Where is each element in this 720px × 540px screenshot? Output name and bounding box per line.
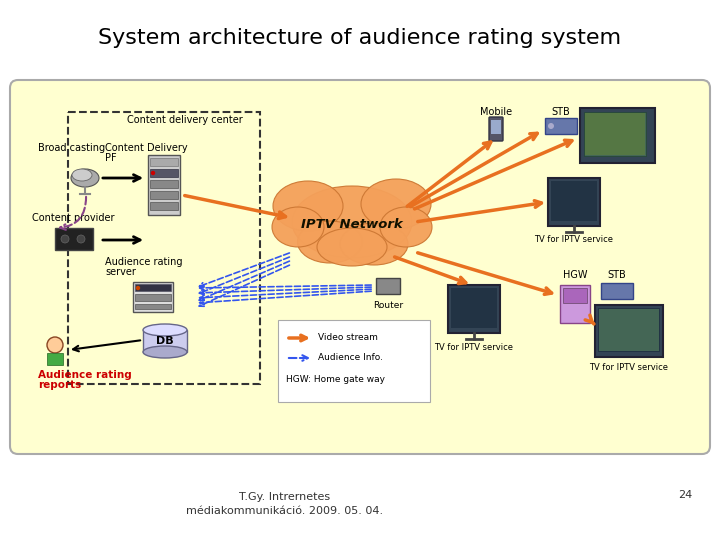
Text: reports: reports xyxy=(38,380,81,390)
Text: Audience Info.: Audience Info. xyxy=(318,354,383,362)
Ellipse shape xyxy=(340,223,408,265)
Bar xyxy=(150,202,178,210)
Text: Broad casting: Broad casting xyxy=(38,143,105,153)
Bar xyxy=(148,155,180,215)
Text: TV for IPTV service: TV for IPTV service xyxy=(434,342,513,352)
Ellipse shape xyxy=(361,179,431,229)
Ellipse shape xyxy=(72,169,92,181)
Bar xyxy=(585,113,645,155)
Bar xyxy=(47,353,63,365)
Bar xyxy=(563,288,587,303)
Bar xyxy=(451,288,497,328)
Circle shape xyxy=(61,235,69,243)
Ellipse shape xyxy=(273,181,343,231)
Bar xyxy=(551,181,597,221)
Ellipse shape xyxy=(143,324,187,336)
Bar xyxy=(143,330,187,352)
Text: IPTV Network: IPTV Network xyxy=(301,218,403,231)
Ellipse shape xyxy=(71,169,99,187)
Text: TV for IPTV service: TV for IPTV service xyxy=(534,235,613,245)
Bar xyxy=(560,285,590,323)
Circle shape xyxy=(47,337,63,353)
Circle shape xyxy=(77,235,85,243)
Bar xyxy=(448,285,500,333)
Text: Audience rating: Audience rating xyxy=(105,257,182,267)
Text: STB: STB xyxy=(552,107,570,117)
Text: Content Delivery: Content Delivery xyxy=(105,143,188,153)
Ellipse shape xyxy=(292,186,412,258)
Circle shape xyxy=(548,123,554,129)
Circle shape xyxy=(137,287,140,289)
Bar xyxy=(133,282,173,312)
Bar xyxy=(376,278,400,294)
Bar xyxy=(150,158,178,166)
Text: 24: 24 xyxy=(678,490,692,500)
Text: TV for IPTV service: TV for IPTV service xyxy=(590,362,668,372)
Bar xyxy=(491,120,501,134)
Text: Mobile: Mobile xyxy=(480,107,512,117)
Bar xyxy=(150,191,178,199)
Text: server: server xyxy=(105,267,136,277)
Text: PF: PF xyxy=(105,153,117,163)
Ellipse shape xyxy=(143,346,187,358)
Circle shape xyxy=(151,172,155,174)
Text: STB: STB xyxy=(608,270,626,280)
Text: T.Gy. Intrernetes
médiakommunikáció. 2009. 05. 04.: T.Gy. Intrernetes médiakommunikáció. 200… xyxy=(186,492,384,516)
Text: Video stream: Video stream xyxy=(318,334,378,342)
Bar xyxy=(55,228,93,250)
Bar xyxy=(135,284,171,291)
Text: Router: Router xyxy=(373,301,403,310)
Bar xyxy=(150,180,178,188)
Ellipse shape xyxy=(297,221,362,263)
Text: DB: DB xyxy=(156,336,174,346)
Bar xyxy=(601,283,633,299)
Bar xyxy=(278,320,430,402)
Bar xyxy=(135,304,171,309)
Text: System architecture of audience rating system: System architecture of audience rating s… xyxy=(99,28,621,48)
Bar xyxy=(584,112,646,156)
Bar xyxy=(135,294,171,301)
Bar xyxy=(548,178,600,226)
FancyBboxPatch shape xyxy=(10,80,710,454)
Bar xyxy=(580,108,655,163)
Text: HGW: Home gate way: HGW: Home gate way xyxy=(286,375,385,384)
Ellipse shape xyxy=(317,228,387,266)
Ellipse shape xyxy=(272,207,324,247)
Bar xyxy=(150,169,178,177)
Bar xyxy=(598,308,660,352)
Text: Content delivery center: Content delivery center xyxy=(127,115,243,125)
FancyBboxPatch shape xyxy=(489,117,503,141)
Bar xyxy=(545,118,577,134)
Text: HGW: HGW xyxy=(563,270,588,280)
Text: Audience rating: Audience rating xyxy=(38,370,132,380)
Ellipse shape xyxy=(380,207,432,247)
Text: Content provider: Content provider xyxy=(32,213,114,223)
Bar xyxy=(595,305,663,357)
Bar xyxy=(599,309,659,351)
